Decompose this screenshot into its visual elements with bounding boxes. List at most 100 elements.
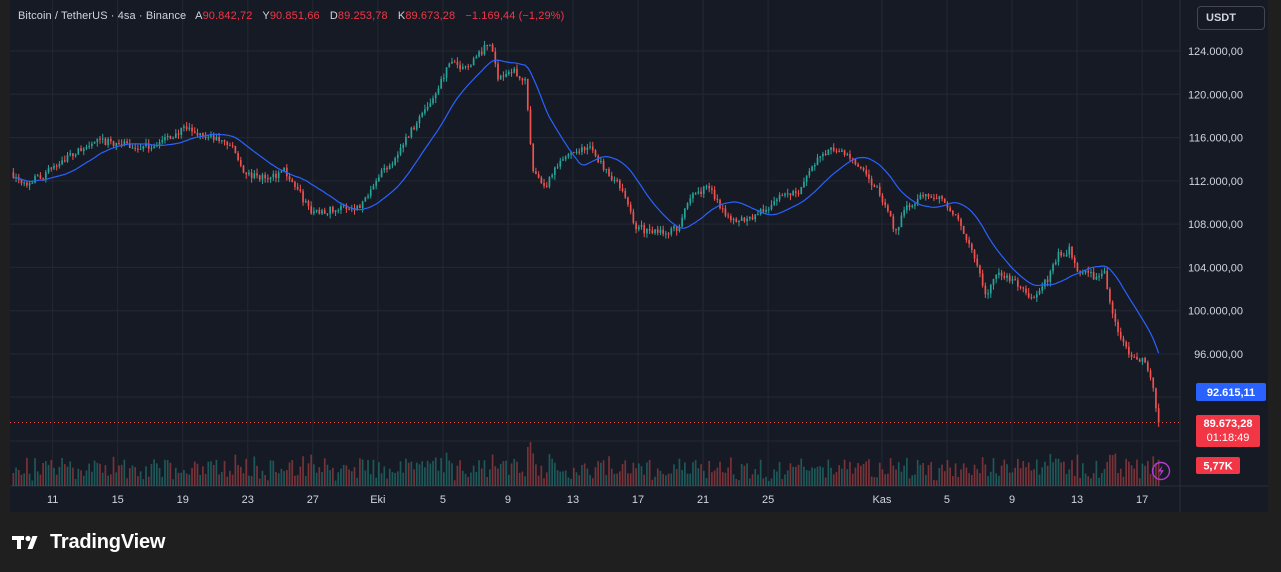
volume-bar bbox=[234, 454, 237, 486]
volume-bar bbox=[242, 473, 245, 486]
candle-body bbox=[164, 137, 166, 141]
volume-bar bbox=[954, 463, 957, 486]
volume-bar bbox=[770, 478, 773, 486]
volume-bar bbox=[1106, 461, 1109, 486]
volume-bar bbox=[627, 473, 629, 486]
candle-body bbox=[960, 219, 962, 226]
candle-body bbox=[662, 229, 665, 234]
candle-body bbox=[185, 126, 188, 130]
volume-bar bbox=[396, 471, 399, 486]
volume-bar bbox=[269, 460, 272, 486]
candle-body bbox=[678, 226, 681, 231]
candle-body bbox=[399, 147, 402, 155]
candle-body bbox=[762, 209, 765, 212]
volume-bar bbox=[1149, 473, 1152, 486]
volume-bar bbox=[1071, 460, 1073, 486]
volume-bar bbox=[483, 460, 486, 486]
volume-bar bbox=[521, 471, 524, 486]
candle-body bbox=[835, 150, 838, 152]
x-tick-label: 11 bbox=[47, 494, 58, 506]
volume-bar bbox=[291, 460, 294, 486]
volume-bar bbox=[1117, 473, 1119, 486]
volume-bar bbox=[916, 459, 919, 486]
volume-bar bbox=[827, 459, 830, 486]
volume-bar bbox=[843, 459, 846, 486]
volume-bar bbox=[261, 470, 264, 486]
volume-bar bbox=[930, 461, 933, 486]
candle-body bbox=[472, 58, 475, 66]
candle-body bbox=[169, 135, 172, 139]
candle-body bbox=[713, 189, 716, 199]
candle-body bbox=[239, 160, 242, 166]
candle-body bbox=[491, 44, 494, 52]
currency-unit-button[interactable]: USDT bbox=[1197, 6, 1265, 30]
candle-body bbox=[957, 215, 960, 220]
candle-body bbox=[868, 174, 870, 179]
volume-bar bbox=[1019, 468, 1022, 486]
volume-bar bbox=[979, 473, 981, 486]
candle-body bbox=[591, 146, 594, 151]
volume-bar bbox=[586, 468, 589, 486]
tradingview-logo[interactable]: TradingView bbox=[12, 530, 165, 554]
chart-panel[interactable]: 100.000,00 104.000,00 108.000,00 112.000,00… bbox=[10, 0, 1268, 512]
volume-bar bbox=[987, 476, 989, 486]
volume-bar bbox=[1025, 467, 1027, 486]
candle-body bbox=[174, 133, 177, 138]
candle-body bbox=[101, 138, 104, 140]
volume-bar bbox=[1100, 473, 1103, 486]
volume-bar bbox=[670, 473, 673, 486]
volume-bar bbox=[112, 456, 115, 486]
volume-bar bbox=[865, 461, 868, 486]
volume-bar bbox=[66, 466, 69, 486]
price-chart[interactable]: 100.000,00 104.000,00 108.000,00 112.000,00… bbox=[10, 0, 1268, 512]
y-tick-label: 96.000,00 bbox=[1194, 349, 1243, 361]
candle-body bbox=[231, 145, 234, 147]
candle-body bbox=[153, 146, 155, 149]
candle-body bbox=[223, 140, 226, 142]
candle-body bbox=[342, 205, 345, 207]
volume-bar bbox=[26, 457, 28, 486]
candle-body bbox=[332, 207, 334, 213]
volume-bar bbox=[451, 463, 453, 486]
volume-bar bbox=[250, 476, 253, 486]
candle-body bbox=[884, 202, 887, 206]
candle-body bbox=[543, 183, 545, 186]
candle-body bbox=[193, 131, 196, 134]
volume-bar bbox=[491, 454, 494, 486]
volume-bar bbox=[313, 464, 315, 486]
volume-bar bbox=[137, 476, 139, 486]
volume-bar bbox=[399, 461, 402, 486]
candle-body bbox=[846, 153, 849, 155]
volume-bar bbox=[36, 471, 39, 486]
candle-body bbox=[570, 152, 572, 155]
candle-body bbox=[816, 157, 819, 165]
lightning-icon[interactable] bbox=[1151, 461, 1171, 481]
candle-body bbox=[440, 78, 442, 89]
candle-body bbox=[269, 177, 272, 180]
candle-body bbox=[770, 204, 773, 210]
candle-body bbox=[922, 194, 924, 197]
candle-body bbox=[229, 145, 231, 147]
candle-body bbox=[383, 167, 386, 171]
symbol-title[interactable]: Bitcoin / TetherUS · 4sa · Binance bbox=[18, 10, 187, 22]
volume-bar bbox=[805, 470, 808, 486]
candle-body bbox=[887, 205, 889, 212]
volume-bar bbox=[91, 471, 93, 486]
candle-body bbox=[740, 217, 743, 221]
volume-bar bbox=[180, 472, 183, 486]
volume-bar bbox=[340, 468, 342, 486]
candle-body bbox=[42, 178, 44, 180]
candle-body bbox=[1057, 251, 1060, 262]
volume-bar bbox=[646, 462, 648, 486]
candle-body bbox=[242, 165, 245, 173]
candle-body bbox=[172, 137, 174, 139]
candle-body bbox=[1017, 280, 1019, 287]
volume-bar bbox=[572, 467, 575, 486]
volume-bar bbox=[245, 458, 248, 486]
volume-bar bbox=[643, 474, 646, 486]
volume-bar bbox=[570, 478, 572, 486]
volume-bar bbox=[1090, 478, 1092, 486]
change-value: −1.169,44 (−1,29%) bbox=[465, 10, 565, 22]
candle-body bbox=[938, 196, 941, 199]
volume-label: 5,77K bbox=[1203, 461, 1232, 473]
